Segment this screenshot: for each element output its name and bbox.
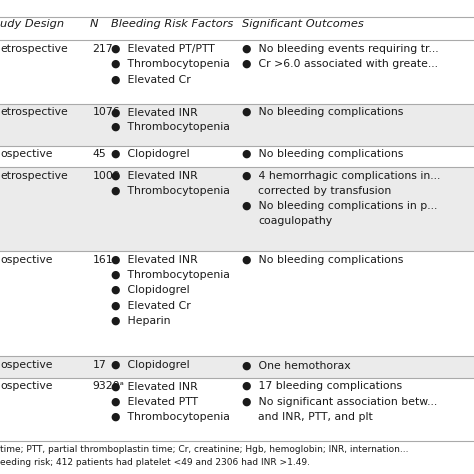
Text: time; PTT, partial thromboplastin time; Cr, creatinine; Hgb, hemoglobin; INR, in: time; PTT, partial thromboplastin time; …	[0, 445, 409, 454]
Text: 9320ᵃ: 9320ᵃ	[92, 382, 124, 392]
Text: and INR, PTT, and plt: and INR, PTT, and plt	[258, 412, 373, 422]
Text: ●  Thrombocytopenia: ● Thrombocytopenia	[111, 186, 230, 196]
Text: 217: 217	[92, 44, 113, 54]
Text: ●  No significant association betw...: ● No significant association betw...	[242, 397, 437, 407]
Text: ●  Thrombocytopenia: ● Thrombocytopenia	[111, 412, 230, 422]
Text: ●  Elevated INR: ● Elevated INR	[111, 171, 198, 181]
Bar	[0, 103, 474, 146]
Text: etrospective: etrospective	[0, 44, 68, 54]
Text: ●  Elevated INR: ● Elevated INR	[111, 107, 198, 118]
Text: ●  17 bleeding complications: ● 17 bleeding complications	[242, 382, 402, 392]
Text: ●  Cr >6.0 associated with greate...: ● Cr >6.0 associated with greate...	[242, 59, 438, 69]
Text: etrospective: etrospective	[0, 171, 68, 181]
Text: ●  Clopidogrel: ● Clopidogrel	[111, 360, 190, 370]
Text: 1076: 1076	[92, 107, 120, 118]
Text: ●  Heparin: ● Heparin	[111, 316, 171, 326]
Bar	[0, 251, 474, 356]
Text: ●  Thrombocytopenia: ● Thrombocytopenia	[111, 122, 230, 133]
Text: ●  4 hemorrhagic complications in...: ● 4 hemorrhagic complications in...	[242, 171, 440, 181]
Text: 161: 161	[92, 255, 113, 265]
Text: ●  Clopidogrel: ● Clopidogrel	[111, 149, 190, 159]
Text: ●  Elevated Cr: ● Elevated Cr	[111, 301, 191, 310]
Bar	[0, 40, 474, 103]
Text: ●  No bleeding complications: ● No bleeding complications	[242, 255, 403, 265]
Text: ●  Thrombocytopenia: ● Thrombocytopenia	[111, 270, 230, 280]
Text: ospective: ospective	[0, 255, 53, 265]
Text: ●  Thrombocytopenia: ● Thrombocytopenia	[111, 59, 230, 69]
Text: ●  No bleeding complications: ● No bleeding complications	[242, 107, 403, 118]
Text: ●  No bleeding complications: ● No bleeding complications	[242, 149, 403, 159]
Text: 17: 17	[92, 360, 106, 370]
Text: ●  Elevated PT/PTT: ● Elevated PT/PTT	[111, 44, 215, 54]
Text: 45: 45	[92, 149, 106, 159]
Bar	[0, 378, 474, 441]
Text: udy Design: udy Design	[0, 19, 64, 29]
Text: ospective: ospective	[0, 360, 53, 370]
Bar	[0, 167, 474, 251]
Text: ●  One hemothorax: ● One hemothorax	[242, 360, 350, 370]
Text: ●  Elevated INR: ● Elevated INR	[111, 382, 198, 392]
Text: eeding risk; 412 patients had platelet <49 and 2306 had INR >1.49.: eeding risk; 412 patients had platelet <…	[0, 458, 310, 467]
Bar	[0, 356, 474, 378]
Text: ●  No bleeding events requiring tr...: ● No bleeding events requiring tr...	[242, 44, 438, 54]
Text: corrected by transfusion: corrected by transfusion	[258, 186, 392, 196]
Text: ospective: ospective	[0, 382, 53, 392]
Text: coagulopathy: coagulopathy	[258, 216, 332, 226]
Text: ●  Elevated INR: ● Elevated INR	[111, 255, 198, 265]
Text: ●  Elevated PTT: ● Elevated PTT	[111, 397, 199, 407]
Text: Bleeding Risk Factors: Bleeding Risk Factors	[111, 19, 234, 29]
Text: Significant Outcomes: Significant Outcomes	[242, 19, 364, 29]
Text: N: N	[90, 19, 99, 29]
Bar	[0, 146, 474, 167]
Text: ospective: ospective	[0, 149, 53, 159]
Text: 1009: 1009	[92, 171, 120, 181]
Text: ●  Clopidogrel: ● Clopidogrel	[111, 285, 190, 295]
Text: etrospective: etrospective	[0, 107, 68, 118]
Text: ●  Elevated Cr: ● Elevated Cr	[111, 74, 191, 84]
Text: ●  No bleeding complications in p...: ● No bleeding complications in p...	[242, 201, 437, 211]
